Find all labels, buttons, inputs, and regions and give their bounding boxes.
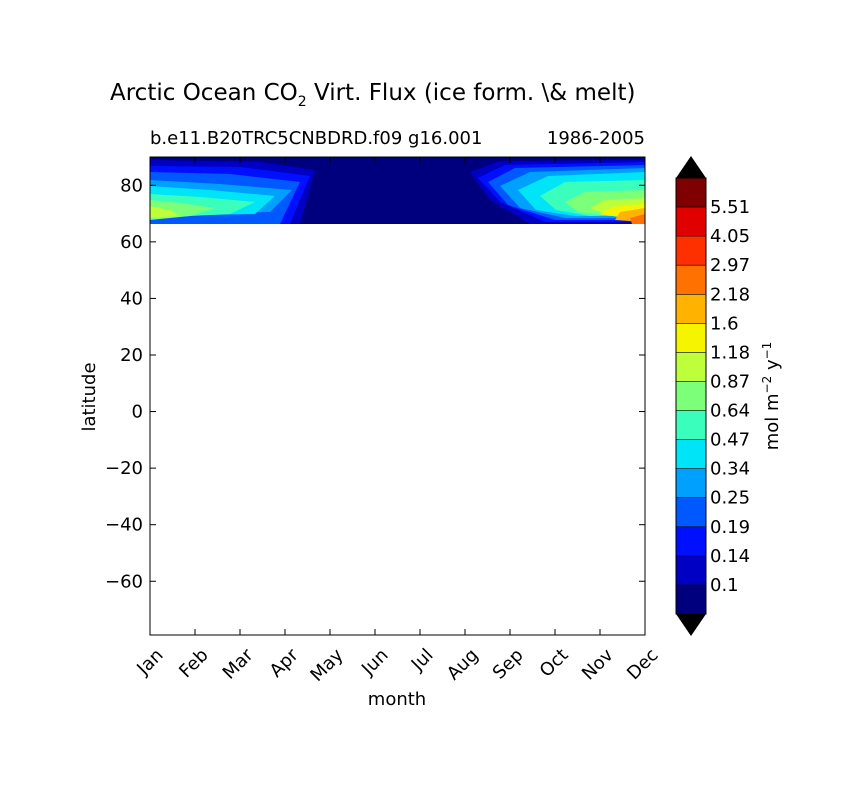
colorbar-tick-label: 1.6: [710, 313, 739, 334]
colorbar-segment: [676, 584, 706, 614]
colorbar-tick-label: 0.34: [710, 459, 750, 480]
y-axis-label: latitude: [79, 362, 100, 431]
y-tick-label: 80: [120, 175, 143, 196]
y-tick-label: −60: [105, 571, 143, 592]
colorbar-segment: [676, 439, 706, 469]
chart-title: Arctic Ocean CO2 Virt. Flux (ice form. \…: [110, 80, 635, 110]
y-tick-label: 60: [120, 232, 143, 253]
x-tick-label: Oct: [536, 645, 573, 682]
colorbar-label: mol m−2 y−1: [760, 342, 783, 451]
colorbar-segment: [676, 265, 706, 295]
colorbar-tick-label: 5.51: [710, 197, 750, 218]
colorbar-segment: [676, 178, 706, 208]
colorbar-tick-label: 0.19: [710, 517, 750, 538]
colorbar-extend-low: [676, 614, 706, 636]
colorbar-tick-label: 0.1: [710, 575, 739, 596]
band-1.18-left: [150, 206, 180, 218]
colorbar-tick-label: 0.25: [710, 488, 750, 509]
band-2.97-right: [630, 214, 645, 224]
y-tick-label: 40: [120, 288, 143, 309]
colorbar-segment: [676, 294, 706, 324]
x-tick-label: Apr: [266, 644, 303, 681]
x-tick-label: Jun: [357, 645, 392, 680]
y-tick-label: −20: [105, 458, 143, 479]
title-subscript: 2: [298, 94, 307, 110]
colorbar-segment: [676, 381, 706, 411]
colorbar-tick-label: 0.64: [710, 401, 750, 422]
y-tick-label: 0: [132, 402, 143, 423]
x-axis: Jan Feb Mar Apr May Jun Jul Aug Sep Oct Nov Dec: [132, 157, 663, 686]
colorbar-segment: [676, 410, 706, 440]
colorbar-segment: [676, 236, 706, 266]
x-tick-label: Dec: [623, 645, 662, 684]
x-axis-label: month: [368, 689, 426, 710]
x-tick-label: Nov: [578, 644, 618, 684]
x-tick-label: Sep: [489, 645, 528, 684]
colorbar-tick-label: 1.18: [710, 342, 750, 363]
colorbar-tick-label: 0.87: [710, 371, 750, 392]
x-tick-label: Mar: [219, 644, 258, 683]
x-tick-label: Feb: [175, 645, 212, 682]
colorbar-segment: [676, 323, 706, 353]
x-tick-label: Jul: [407, 645, 438, 676]
x-tick-label: May: [306, 644, 347, 685]
colorbar-segment: [676, 526, 706, 556]
chart-subtitle-left: b.e11.B20TRC5CNBDRD.f09 g16.001: [150, 128, 482, 149]
x-tick-label: Jan: [132, 645, 167, 680]
colorbar-segment: [676, 207, 706, 237]
y-axis: 80 60 40 20 0 −20 −40 −60: [105, 175, 645, 592]
x-tick-label: Aug: [443, 645, 483, 685]
colorbar-tick-label: 0.47: [710, 430, 750, 451]
colorbar-segment: [676, 497, 706, 527]
plot-frame: [149, 156, 646, 636]
y-tick-label: −40: [105, 515, 143, 536]
colorbar-frame: [675, 177, 707, 615]
colorbar-segment: [676, 352, 706, 382]
chart-subtitle-right: 1986-2005: [547, 128, 645, 149]
colorbar-extend-high: [676, 156, 706, 178]
colorbar-segment: [676, 555, 706, 585]
colorbar-tick-label: 2.97: [710, 255, 750, 276]
colorbar-tick-label: 4.05: [710, 226, 750, 247]
colorbar: 0.1 0.14 0.19 0.25 0.34 0.47 0.64 0.87 1.18 1.6 2.…: [675, 156, 750, 636]
heatmap-field: [150, 157, 645, 224]
colorbar-tick-label: 2.18: [710, 284, 750, 305]
colorbar-segment: [676, 468, 706, 498]
colorbar-tick-label: 0.14: [710, 546, 750, 567]
y-tick-label: 20: [120, 345, 143, 366]
